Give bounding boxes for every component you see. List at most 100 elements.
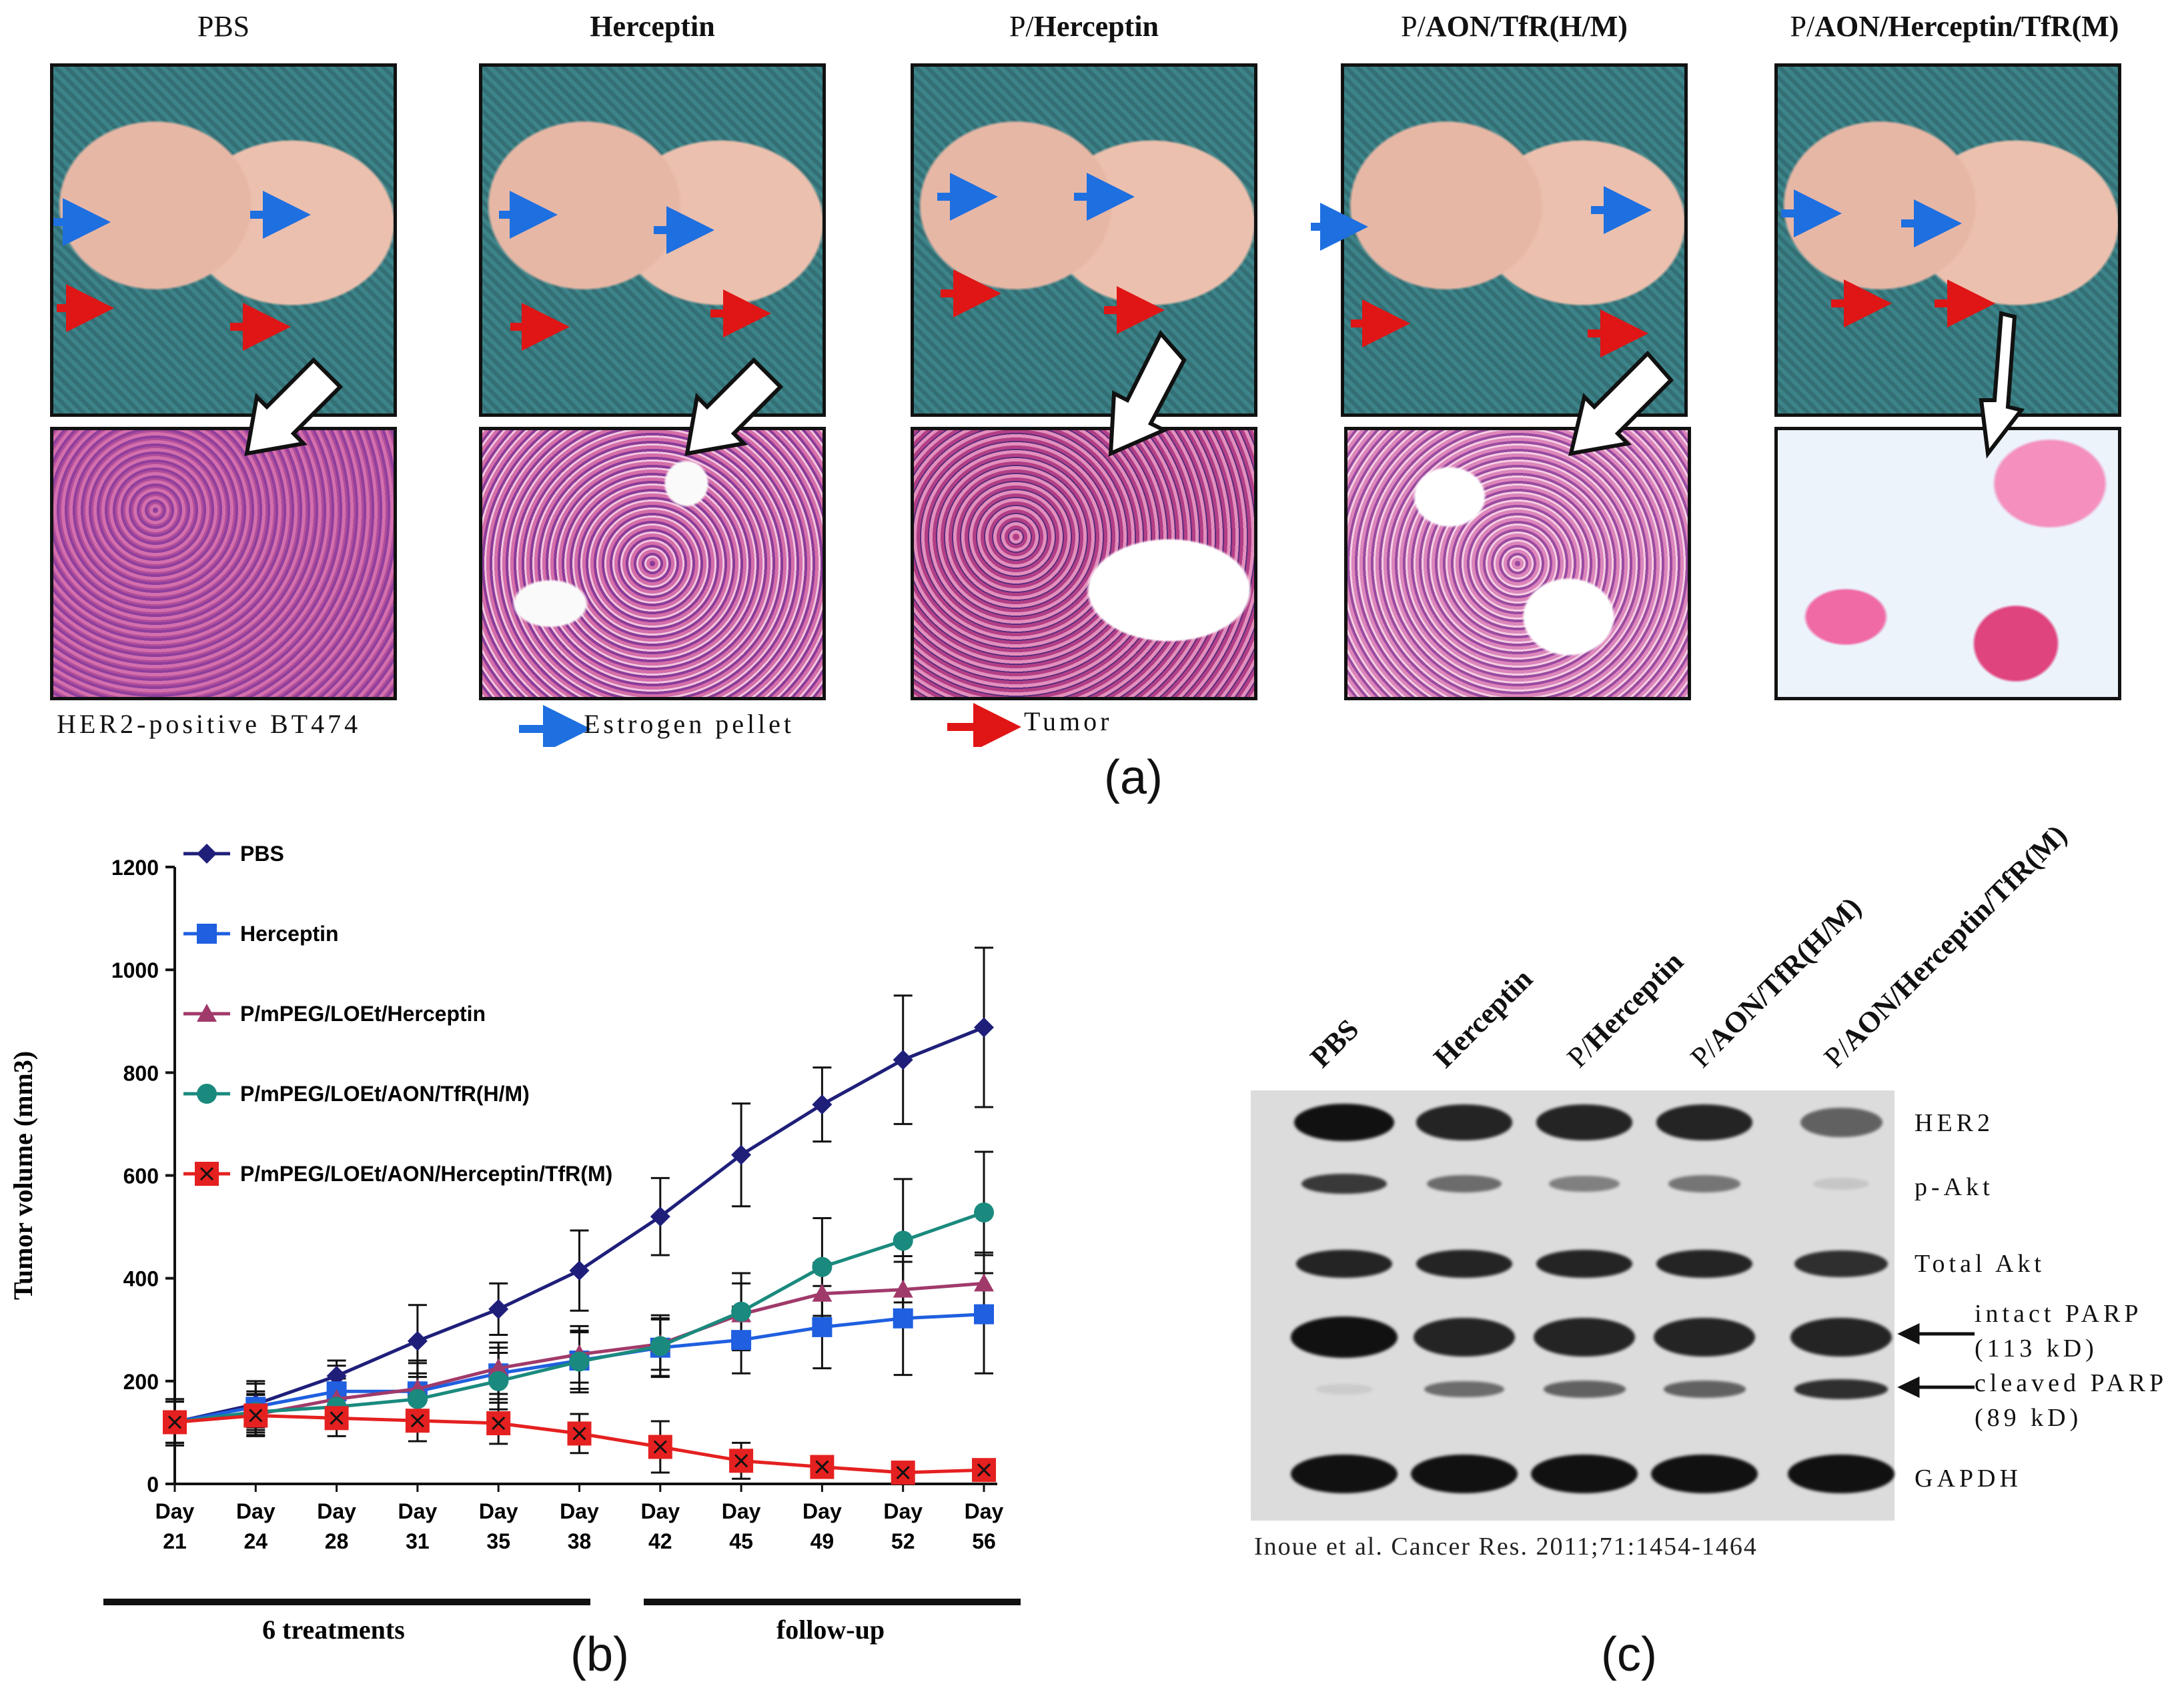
cell-line-note: HER2-positive BT474 <box>57 709 362 739</box>
y-tick-label: 200 <box>123 1370 159 1394</box>
x-tick-label: 52 <box>891 1529 915 1553</box>
data-point-4-x <box>330 1411 344 1425</box>
mouse-photo-herceptin <box>479 63 826 417</box>
data-point-0 <box>974 1017 994 1038</box>
band-gapdh <box>1531 1455 1638 1493</box>
band-totalakt <box>1794 1250 1888 1278</box>
x-tick-label: Day <box>236 1499 276 1523</box>
x-tick-label: 21 <box>163 1529 187 1553</box>
row-label-total-akt: Total Akt <box>1915 1250 2045 1278</box>
band-totalakt <box>1296 1250 1392 1278</box>
group-title-p-aon-herceptin-tfr: P/AON/Herceptin/TfR(M) <box>1790 10 2119 43</box>
data-point-2 <box>893 1279 913 1298</box>
red-arrow-icon <box>57 269 1995 357</box>
band-intact_parp <box>1790 1317 1892 1357</box>
data-point-4-x <box>977 1463 991 1477</box>
legend-marker-0 <box>197 844 217 864</box>
arrow-left-icon <box>1897 1323 1975 1398</box>
data-point-0 <box>731 1144 752 1165</box>
lane-label-herceptin: Herceptin <box>1427 962 1539 1074</box>
group-title-herceptin: Herceptin <box>590 10 715 43</box>
data-point-0 <box>407 1331 428 1351</box>
row-label-gapdh: GAPDH <box>1915 1465 2022 1493</box>
legend-label-0: PBS <box>240 842 284 866</box>
x-tick-label: Day <box>560 1499 599 1523</box>
treatment-bracket-label: 6 treatments <box>262 1615 405 1645</box>
band-pakt <box>1427 1174 1502 1193</box>
x-tick-label: 28 <box>325 1529 349 1553</box>
x-tick-label: Day <box>155 1499 195 1523</box>
x-tick-label: Day <box>317 1499 356 1523</box>
histology-p-aon-tfr <box>1344 427 1691 700</box>
legend-label-4: P/mPEG/LOEt/AON/Herceptin/TfR(M) <box>240 1162 612 1186</box>
band-her2 <box>1294 1104 1394 1141</box>
tumor-legend: Tumor <box>1024 706 1113 736</box>
y-tick-label: 600 <box>123 1164 159 1188</box>
x-tick-label: 35 <box>486 1529 510 1553</box>
row-label-her2: HER2 <box>1915 1109 1994 1137</box>
row-label-cleaved-parp: cleaved PARP <box>1975 1369 2168 1397</box>
follow-up-bracket-label: follow-up <box>776 1615 885 1645</box>
x-tick-label: Day <box>883 1499 923 1523</box>
row-label-intact-parp: intact PARP <box>1975 1300 2143 1328</box>
x-tick-label: 38 <box>568 1529 592 1553</box>
band-gapdh <box>1291 1455 1398 1493</box>
band-totalakt <box>1656 1250 1752 1278</box>
band-pakt <box>1549 1175 1620 1192</box>
band-totalakt <box>1416 1250 1512 1278</box>
western-blot <box>1251 1090 1894 1521</box>
data-point-4-x <box>492 1416 506 1431</box>
tumor-volume-chart: 0 200 400 600 800 1000 1200 Tumor volume (mm3) D… <box>8 842 1021 1645</box>
band-pakt <box>1668 1175 1741 1192</box>
data-point-4-x <box>167 1415 182 1429</box>
data-point-1 <box>893 1308 913 1329</box>
data-point-3 <box>893 1230 913 1251</box>
data-point-2 <box>974 1273 994 1292</box>
data-point-0 <box>488 1299 509 1319</box>
x-tick-label: Day <box>640 1499 680 1523</box>
band-gapdh <box>1788 1455 1894 1493</box>
x-tick-label: 56 <box>972 1529 996 1553</box>
band-gapdh <box>1651 1455 1758 1493</box>
x-tick-label: 24 <box>244 1529 268 1553</box>
band-cleaved_parp <box>1424 1381 1504 1398</box>
data-point-3 <box>407 1389 428 1409</box>
hollow-arrow-icon <box>244 311 2025 459</box>
band-intact_parp <box>1291 1317 1398 1358</box>
x-tick-label: 31 <box>406 1529 430 1553</box>
group-title-pbs: PBS <box>197 10 250 43</box>
data-point-0 <box>650 1206 670 1227</box>
histology-herceptin <box>479 427 826 700</box>
group-title-p-herceptin: P/Herceptin <box>1009 10 1159 43</box>
band-cleaved_parp <box>1315 1383 1373 1395</box>
y-tick-label: 400 <box>123 1267 159 1291</box>
data-point-4-x <box>572 1427 586 1441</box>
band-her2 <box>1536 1104 1632 1140</box>
x-tick-label: Day <box>802 1499 842 1523</box>
data-point-4-x <box>653 1440 667 1454</box>
y-tick-label: 1000 <box>111 958 159 982</box>
data-point-4-x <box>815 1460 829 1474</box>
band-cleaved_parp <box>1663 1381 1746 1398</box>
panel-a-arrows <box>53 173 2025 747</box>
x-tick-label: Day <box>479 1499 518 1523</box>
band-intact_parp <box>1653 1317 1756 1357</box>
legend-label-3: P/mPEG/LOEt/AON/TfR(H/M) <box>240 1082 530 1106</box>
row-label-cleaved-parp-kd: (89 kD) <box>1975 1404 2083 1432</box>
panel-b-label: (b) <box>570 1628 629 1681</box>
band-cleaved_parp <box>1543 1381 1626 1398</box>
band-pakt <box>1813 1177 1869 1190</box>
data-point-4-x <box>410 1414 424 1428</box>
data-point-3 <box>731 1301 752 1322</box>
band-totalakt <box>1536 1250 1632 1278</box>
band-intact_parp <box>1533 1317 1636 1357</box>
citation: Inoue et al. Cancer Res. 2011;71:1454-14… <box>1254 1533 1758 1561</box>
data-point-3 <box>488 1371 509 1391</box>
band-her2 <box>1656 1104 1752 1140</box>
panel-c-label: (c) <box>1601 1628 1657 1681</box>
legend-label-2: P/mPEG/LOEt/Herceptin <box>240 1002 486 1026</box>
data-point-3 <box>974 1202 994 1222</box>
legend-marker-1 <box>197 924 217 944</box>
row-label-pakt: p-Akt <box>1915 1173 1994 1201</box>
data-point-3 <box>650 1336 670 1357</box>
